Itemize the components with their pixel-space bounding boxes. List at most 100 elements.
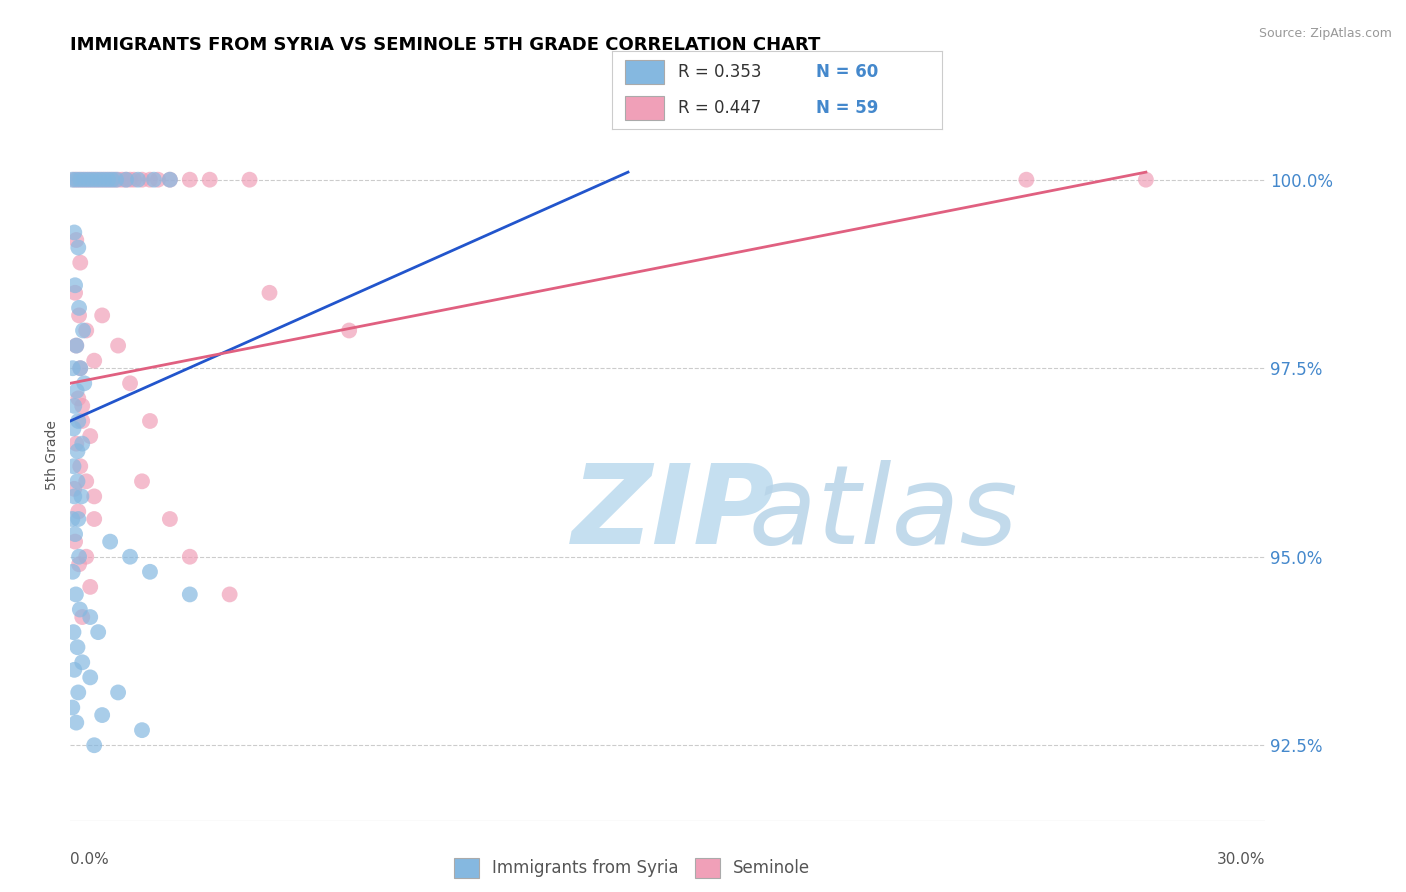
FancyBboxPatch shape [624, 61, 665, 84]
Point [87, 625, 110, 640]
Point [79, 580, 101, 594]
Point [70, 414, 93, 428]
Point [131, 723, 153, 738]
Point [65, 436, 87, 450]
Point [139, 172, 162, 186]
Point [120, 376, 141, 391]
Point [66, 640, 89, 655]
Point [146, 172, 169, 186]
Point [107, 172, 129, 186]
Point [72, 324, 94, 338]
Point [63, 285, 86, 300]
Point [83, 489, 105, 503]
Point [159, 172, 181, 186]
Point [63, 663, 86, 677]
Point [73, 172, 96, 186]
Point [60, 700, 83, 714]
Point [122, 172, 145, 186]
Point [70, 489, 93, 503]
Point [139, 414, 162, 428]
Text: Source: ZipAtlas.com: Source: ZipAtlas.com [1258, 27, 1392, 40]
Point [111, 172, 134, 186]
Text: R = 0.353: R = 0.353 [678, 63, 761, 81]
Point [63, 489, 86, 503]
Point [73, 376, 96, 391]
Point [77, 172, 100, 186]
Point [62, 421, 84, 435]
Point [69, 361, 91, 376]
Point [65, 338, 87, 352]
Point [63, 226, 86, 240]
Point [60, 172, 83, 186]
Point [67, 685, 90, 699]
Point [63, 534, 86, 549]
Point [84, 172, 107, 186]
Point [93, 172, 115, 186]
Point [103, 172, 125, 186]
Point [1135, 172, 1157, 186]
Point [70, 399, 93, 413]
Point [239, 172, 262, 186]
Point [107, 685, 129, 699]
Point [67, 504, 90, 518]
Point [62, 459, 84, 474]
Point [120, 549, 141, 564]
Point [67, 549, 90, 564]
Point [179, 587, 201, 601]
Point [62, 361, 84, 376]
Point [65, 338, 87, 352]
Point [83, 738, 105, 752]
Point [69, 172, 91, 186]
Point [98, 534, 121, 549]
Point [63, 278, 86, 293]
Point [69, 361, 91, 376]
Point [131, 475, 153, 489]
Point [66, 384, 89, 398]
Legend: Immigrants from Syria, Seminole: Immigrants from Syria, Seminole [454, 858, 810, 878]
Point [70, 436, 93, 450]
Text: 30.0%: 30.0% [1218, 852, 1265, 867]
Point [63, 399, 86, 413]
Point [97, 172, 120, 186]
Text: 0.0%: 0.0% [70, 852, 110, 867]
Point [115, 172, 138, 186]
Point [69, 459, 91, 474]
Point [67, 172, 90, 186]
Point [337, 324, 360, 338]
Point [67, 512, 90, 526]
Point [67, 301, 90, 315]
Point [159, 512, 181, 526]
Point [65, 233, 87, 247]
Point [67, 309, 90, 323]
Point [66, 475, 89, 489]
Point [91, 309, 114, 323]
Point [115, 172, 138, 186]
Point [107, 338, 129, 352]
Point [131, 172, 153, 186]
Point [143, 172, 166, 186]
Point [1015, 172, 1038, 186]
Point [75, 172, 97, 186]
FancyBboxPatch shape [624, 96, 665, 120]
Point [218, 587, 240, 601]
Point [62, 565, 84, 579]
Point [127, 172, 149, 186]
Point [259, 285, 281, 300]
Point [139, 565, 162, 579]
Point [79, 610, 101, 624]
Point [70, 655, 93, 669]
Text: atlas: atlas [572, 460, 1018, 567]
Point [75, 475, 97, 489]
Point [91, 708, 114, 723]
Point [105, 172, 128, 186]
Point [60, 512, 83, 526]
Text: N = 60: N = 60 [817, 63, 879, 81]
Text: N = 59: N = 59 [817, 99, 879, 117]
Point [67, 414, 90, 428]
Point [179, 172, 201, 186]
Point [159, 172, 181, 186]
Point [98, 172, 121, 186]
Y-axis label: 5th Grade: 5th Grade [45, 420, 59, 490]
Point [198, 172, 221, 186]
Point [83, 172, 105, 186]
